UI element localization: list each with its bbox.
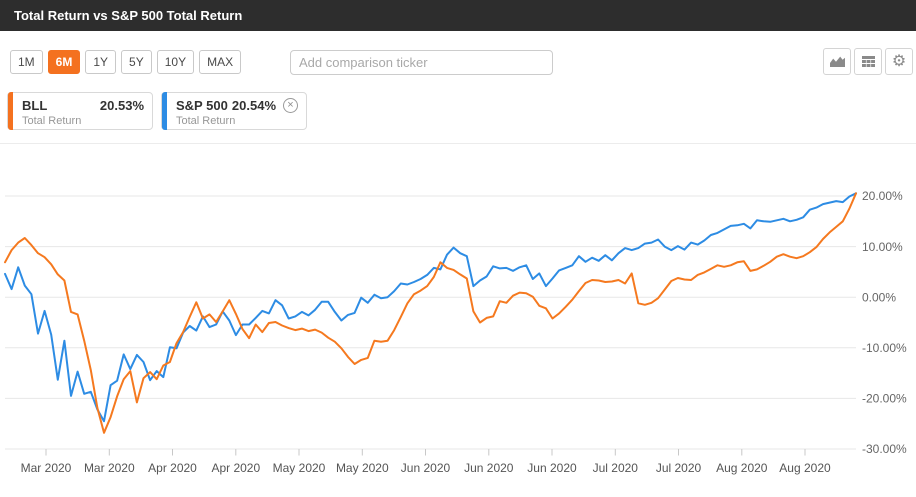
range-button-10y[interactable]: 10Y — [156, 50, 195, 74]
range-button-max[interactable]: MAX — [199, 50, 242, 74]
x-axis-label: Jul 2020 — [593, 461, 639, 475]
range-button-5y[interactable]: 5Y — [121, 50, 152, 74]
x-axis-label: Mar 2020 — [84, 461, 135, 475]
y-axis-label: -20.00% — [862, 392, 907, 406]
chart-type-button[interactable] — [823, 48, 851, 75]
legend-accent-bar — [8, 92, 13, 130]
x-axis-label: May 2020 — [273, 461, 326, 475]
legend-row: BLL 20.53% Total Return S&P 500 20.54% × Total… — [7, 92, 307, 130]
chart-canvas[interactable]: 20.00% 10.00% 0.00% -10.00% -20.00% -30.00% Ma… — [0, 147, 916, 492]
legend-card-top-row: S&P 500 20.54% × — [176, 98, 298, 113]
y-axis-label: 0.00% — [862, 290, 896, 304]
x-axis-label: Jun 2020 — [527, 461, 577, 475]
data-table-button[interactable] — [854, 48, 882, 75]
legend-value: 20.54% — [231, 98, 276, 113]
y-axis-label: 10.00% — [862, 240, 903, 254]
x-axis-label: Apr 2020 — [211, 461, 260, 475]
page-title: Total Return vs S&P 500 Total Return — [14, 8, 243, 23]
legend-card-sp500: S&P 500 20.54% × Total Return — [161, 92, 307, 130]
x-axis-label: Jun 2020 — [464, 461, 514, 475]
x-axis-label: Jul 2020 — [656, 461, 702, 475]
legend-card-bll: BLL 20.53% Total Return — [7, 92, 153, 130]
x-axis-label: Mar 2020 — [21, 461, 72, 475]
range-button-6m[interactable]: 6M — [47, 50, 81, 74]
y-axis-label: 20.00% — [862, 189, 903, 203]
x-axis-label: Aug 2020 — [779, 461, 831, 475]
comparison-ticker-input[interactable] — [290, 50, 553, 75]
chart-divider — [0, 143, 916, 144]
y-axis-label: -10.00% — [862, 341, 907, 355]
legend-accent-bar — [162, 92, 167, 130]
legend-sublabel: Total Return — [22, 115, 82, 127]
legend-value: 20.53% — [99, 98, 144, 113]
table-icon — [861, 56, 875, 67]
x-axis-label: Aug 2020 — [716, 461, 768, 475]
chart-area: 20.00% 10.00% 0.00% -10.00% -20.00% -30.00% Ma… — [0, 147, 916, 492]
range-button-1y[interactable]: 1Y — [85, 50, 117, 74]
x-axis-label: Apr 2020 — [148, 461, 197, 475]
app-header: Total Return vs S&P 500 Total Return — [0, 0, 916, 31]
range-button-1m[interactable]: 1M — [10, 50, 43, 74]
area-chart-icon — [829, 56, 845, 67]
series-line-bll — [4, 192, 857, 434]
x-axis-label: Jun 2020 — [401, 461, 451, 475]
y-axis-label: -30.00% — [862, 442, 907, 456]
legend-sublabel: Total Return — [176, 115, 236, 127]
legend-ticker-label: BLL — [22, 98, 48, 113]
remove-series-button[interactable]: × — [283, 98, 298, 113]
x-axis-label: May 2020 — [336, 461, 389, 475]
gear-icon: ⚙ — [891, 52, 907, 70]
chart-toolbar-icons: ⚙ — [823, 48, 913, 75]
legend-ticker-label: S&P 500 — [176, 98, 228, 113]
range-button-group: 1M 6M 1Y 5Y 10Y MAX — [10, 50, 242, 74]
series-line-sp500 — [4, 192, 857, 423]
legend-card-top-row: BLL 20.53% — [22, 98, 144, 113]
settings-button[interactable]: ⚙ — [885, 48, 913, 75]
